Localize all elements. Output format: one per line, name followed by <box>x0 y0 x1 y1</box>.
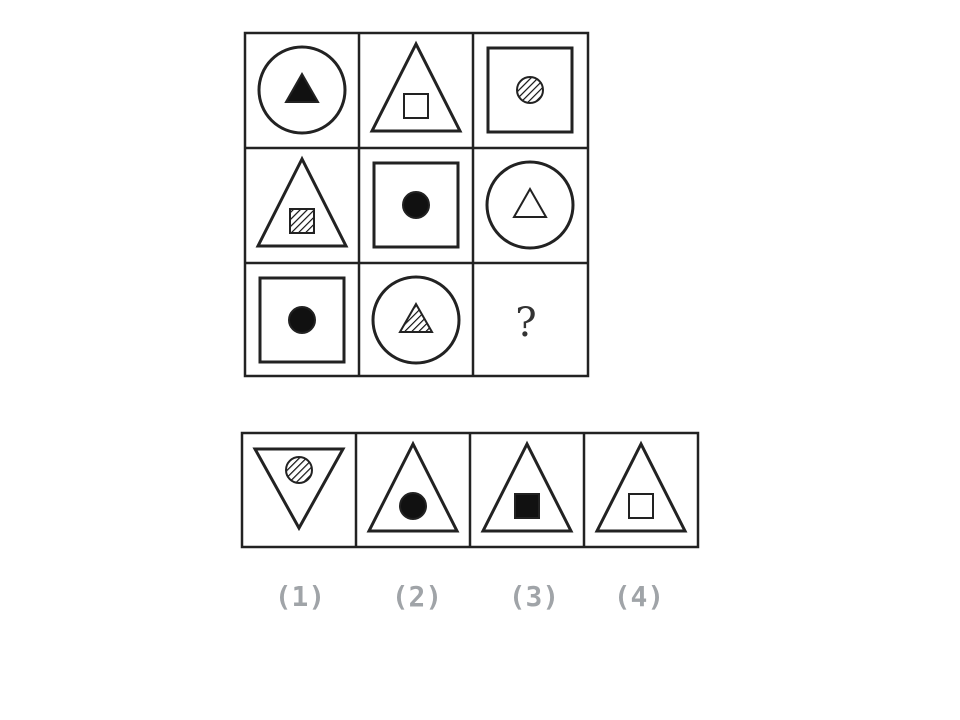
options-strip <box>240 431 700 549</box>
option-label-4[interactable]: (4) <box>614 580 665 613</box>
outer-circle <box>485 160 575 250</box>
matrix-cell-r2c2 <box>372 161 460 249</box>
option-figure-4[interactable] <box>594 440 688 533</box>
inner-circle <box>402 191 430 219</box>
inner-square <box>628 493 654 519</box>
outer-triangle <box>366 440 460 533</box>
matrix-cell-r1c3 <box>486 46 574 134</box>
inner-circle <box>516 76 544 104</box>
inner-square <box>289 208 315 234</box>
outer-inverted-triangle <box>252 447 346 532</box>
outer-circle <box>371 275 461 365</box>
outer-triangle <box>480 440 574 533</box>
option-label-3[interactable]: (3) <box>509 580 560 613</box>
matrix-border <box>243 31 590 378</box>
option-label-2[interactable]: (2) <box>392 580 443 613</box>
matrix-cell-r1c1 <box>257 45 347 135</box>
inner-triangle <box>398 301 434 333</box>
outer-triangle <box>255 155 349 248</box>
matrix-cell-r1c2 <box>369 40 463 133</box>
matrix-cell-r3c1 <box>258 276 346 364</box>
inner-circle <box>285 456 313 484</box>
outer-triangle <box>369 40 463 133</box>
outer-square <box>486 46 574 134</box>
inner-square <box>403 93 429 119</box>
matrix-cells <box>255 40 575 365</box>
option-figure-3[interactable] <box>480 440 574 533</box>
option-label-1[interactable]: (1) <box>275 580 326 613</box>
inner-triangle <box>512 186 548 218</box>
inner-circle <box>399 492 427 520</box>
inner-triangle <box>284 71 320 103</box>
inner-circle <box>288 306 316 334</box>
outer-triangle <box>594 440 688 533</box>
missing-cell-question-mark: ? <box>515 300 536 346</box>
outer-circle <box>257 45 347 135</box>
option-figure-2[interactable] <box>366 440 460 533</box>
matrix-cell-r2c1 <box>255 155 349 248</box>
inner-square <box>514 493 540 519</box>
option-cells <box>252 440 688 533</box>
outer-square <box>372 161 460 249</box>
puzzle-matrix <box>243 31 590 378</box>
outer-square <box>258 276 346 364</box>
matrix-cell-r2c3 <box>485 160 575 250</box>
option-figure-1[interactable] <box>252 447 346 532</box>
matrix-cell-r3c2 <box>371 275 461 365</box>
